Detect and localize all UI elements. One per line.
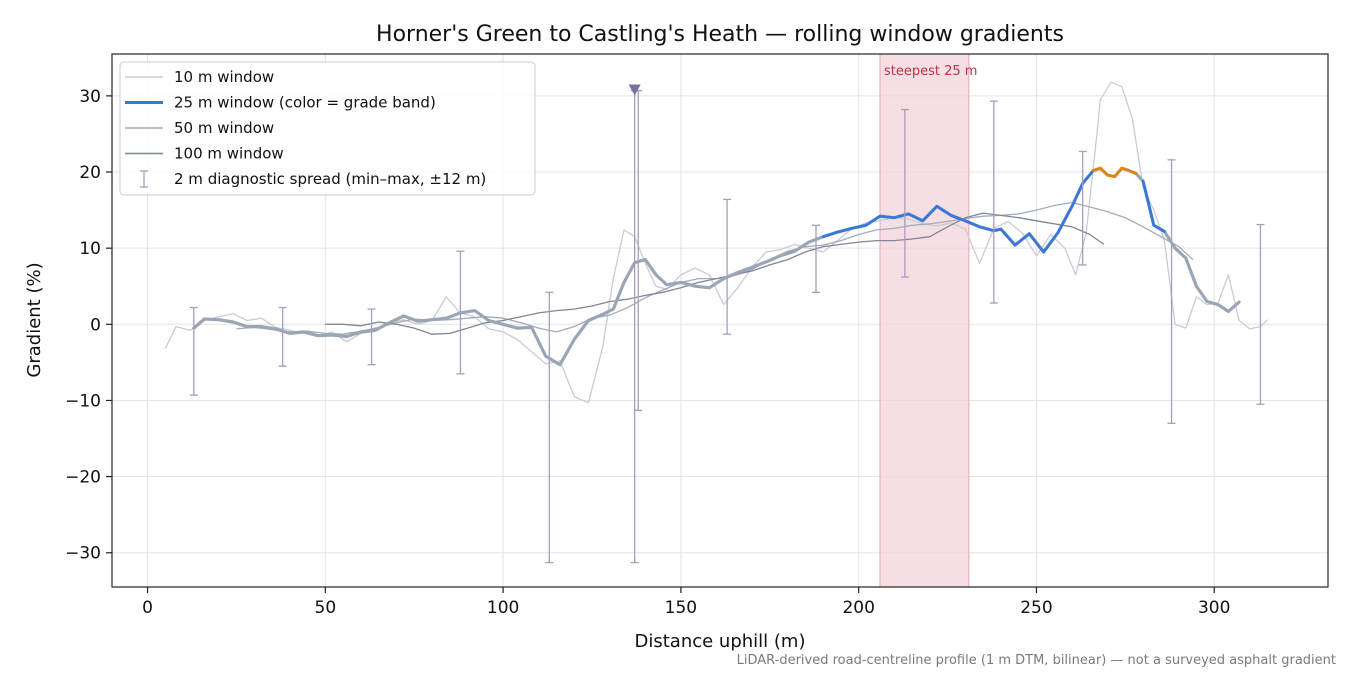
plot-frame (111, 53, 1329, 588)
x-tick-label: 150 (665, 598, 697, 618)
errorbar-2 (367, 308, 376, 366)
marker-layer (628, 84, 641, 96)
legend-label: 50 m window (174, 119, 274, 137)
x-tick-label: 200 (842, 598, 874, 618)
y-tick-label: −30 (65, 544, 101, 564)
series-100m-window-line (325, 212, 1105, 335)
x-tick-label: 0 (142, 598, 153, 618)
legend-item-3: 100 m window (125, 145, 284, 163)
y-tick-label: 0 (90, 315, 101, 335)
steepest-segment-label: steepest 25 m (884, 64, 977, 79)
errorbar-6 (634, 89, 643, 411)
errorbar-11 (1078, 150, 1087, 266)
errorbar-13 (1256, 223, 1265, 405)
grade-band-segment-2 (1141, 179, 1166, 233)
y-tick-label: 10 (79, 239, 101, 259)
legend-box (119, 61, 536, 196)
errorbar-10 (989, 100, 998, 304)
grade-band-segment-0 (821, 169, 1095, 254)
legend-item-errorbars: 2 m diagnostic spread (min–max, ±12 m) (140, 170, 486, 188)
legend: 10 m window 25 m window (color = grade ba… (119, 61, 536, 196)
errorbar-9 (900, 108, 909, 278)
legend-item-1: 25 m window (color = grade band) (125, 94, 436, 112)
errorbar-1 (278, 306, 287, 367)
max-spread-marker-icon (628, 84, 641, 96)
legend-label: 10 m window (174, 68, 274, 86)
legend-item-0: 10 m window (125, 68, 274, 86)
errorbar-0 (189, 306, 198, 396)
legend-label: 25 m window (color = grade band) (174, 94, 436, 112)
footnote: LiDAR-derived road-centreline profile (1… (737, 653, 1336, 668)
y-tick-label: −10 (65, 391, 101, 411)
x-tick-label: 250 (1020, 598, 1052, 618)
x-tick-label: 100 (487, 598, 519, 618)
x-tick-label: 50 (315, 598, 337, 618)
y-tick-label: 20 (79, 163, 101, 183)
series-50m-window-line (236, 201, 1194, 335)
errorbar-12 (1167, 159, 1176, 424)
axes-layer: 0 50 100 150 200 250 300 −30 −20 −10 0 10 20 30 (65, 53, 1329, 618)
errorbar-3 (456, 250, 465, 375)
x-axis-label: Distance uphill (m) (635, 631, 806, 652)
y-axis-label: Gradient (%) (24, 262, 45, 377)
grade-band-segment-1 (1091, 166, 1138, 179)
errorbar-8 (812, 224, 820, 293)
chart-title: Horner's Green to Castling's Heath — rol… (376, 22, 1064, 47)
x-tick-label: 300 (1198, 598, 1230, 618)
legend-label: 2 m diagnostic spread (min–max, ±12 m) (174, 170, 486, 188)
errorbar-layer (189, 89, 1265, 564)
errorbar-4 (545, 291, 554, 564)
series-layer (164, 81, 1269, 404)
legend-label: 100 m window (174, 145, 284, 163)
errorbar-5 (630, 89, 639, 564)
steepest-segment-band (879, 53, 970, 588)
legend-item-2: 50 m window (125, 119, 274, 137)
y-tick-label: −20 (65, 468, 101, 488)
highlight-band-layer: steepest 25 m (879, 53, 977, 588)
errorbar-7 (723, 198, 732, 335)
y-tick-label: 30 (79, 87, 101, 107)
